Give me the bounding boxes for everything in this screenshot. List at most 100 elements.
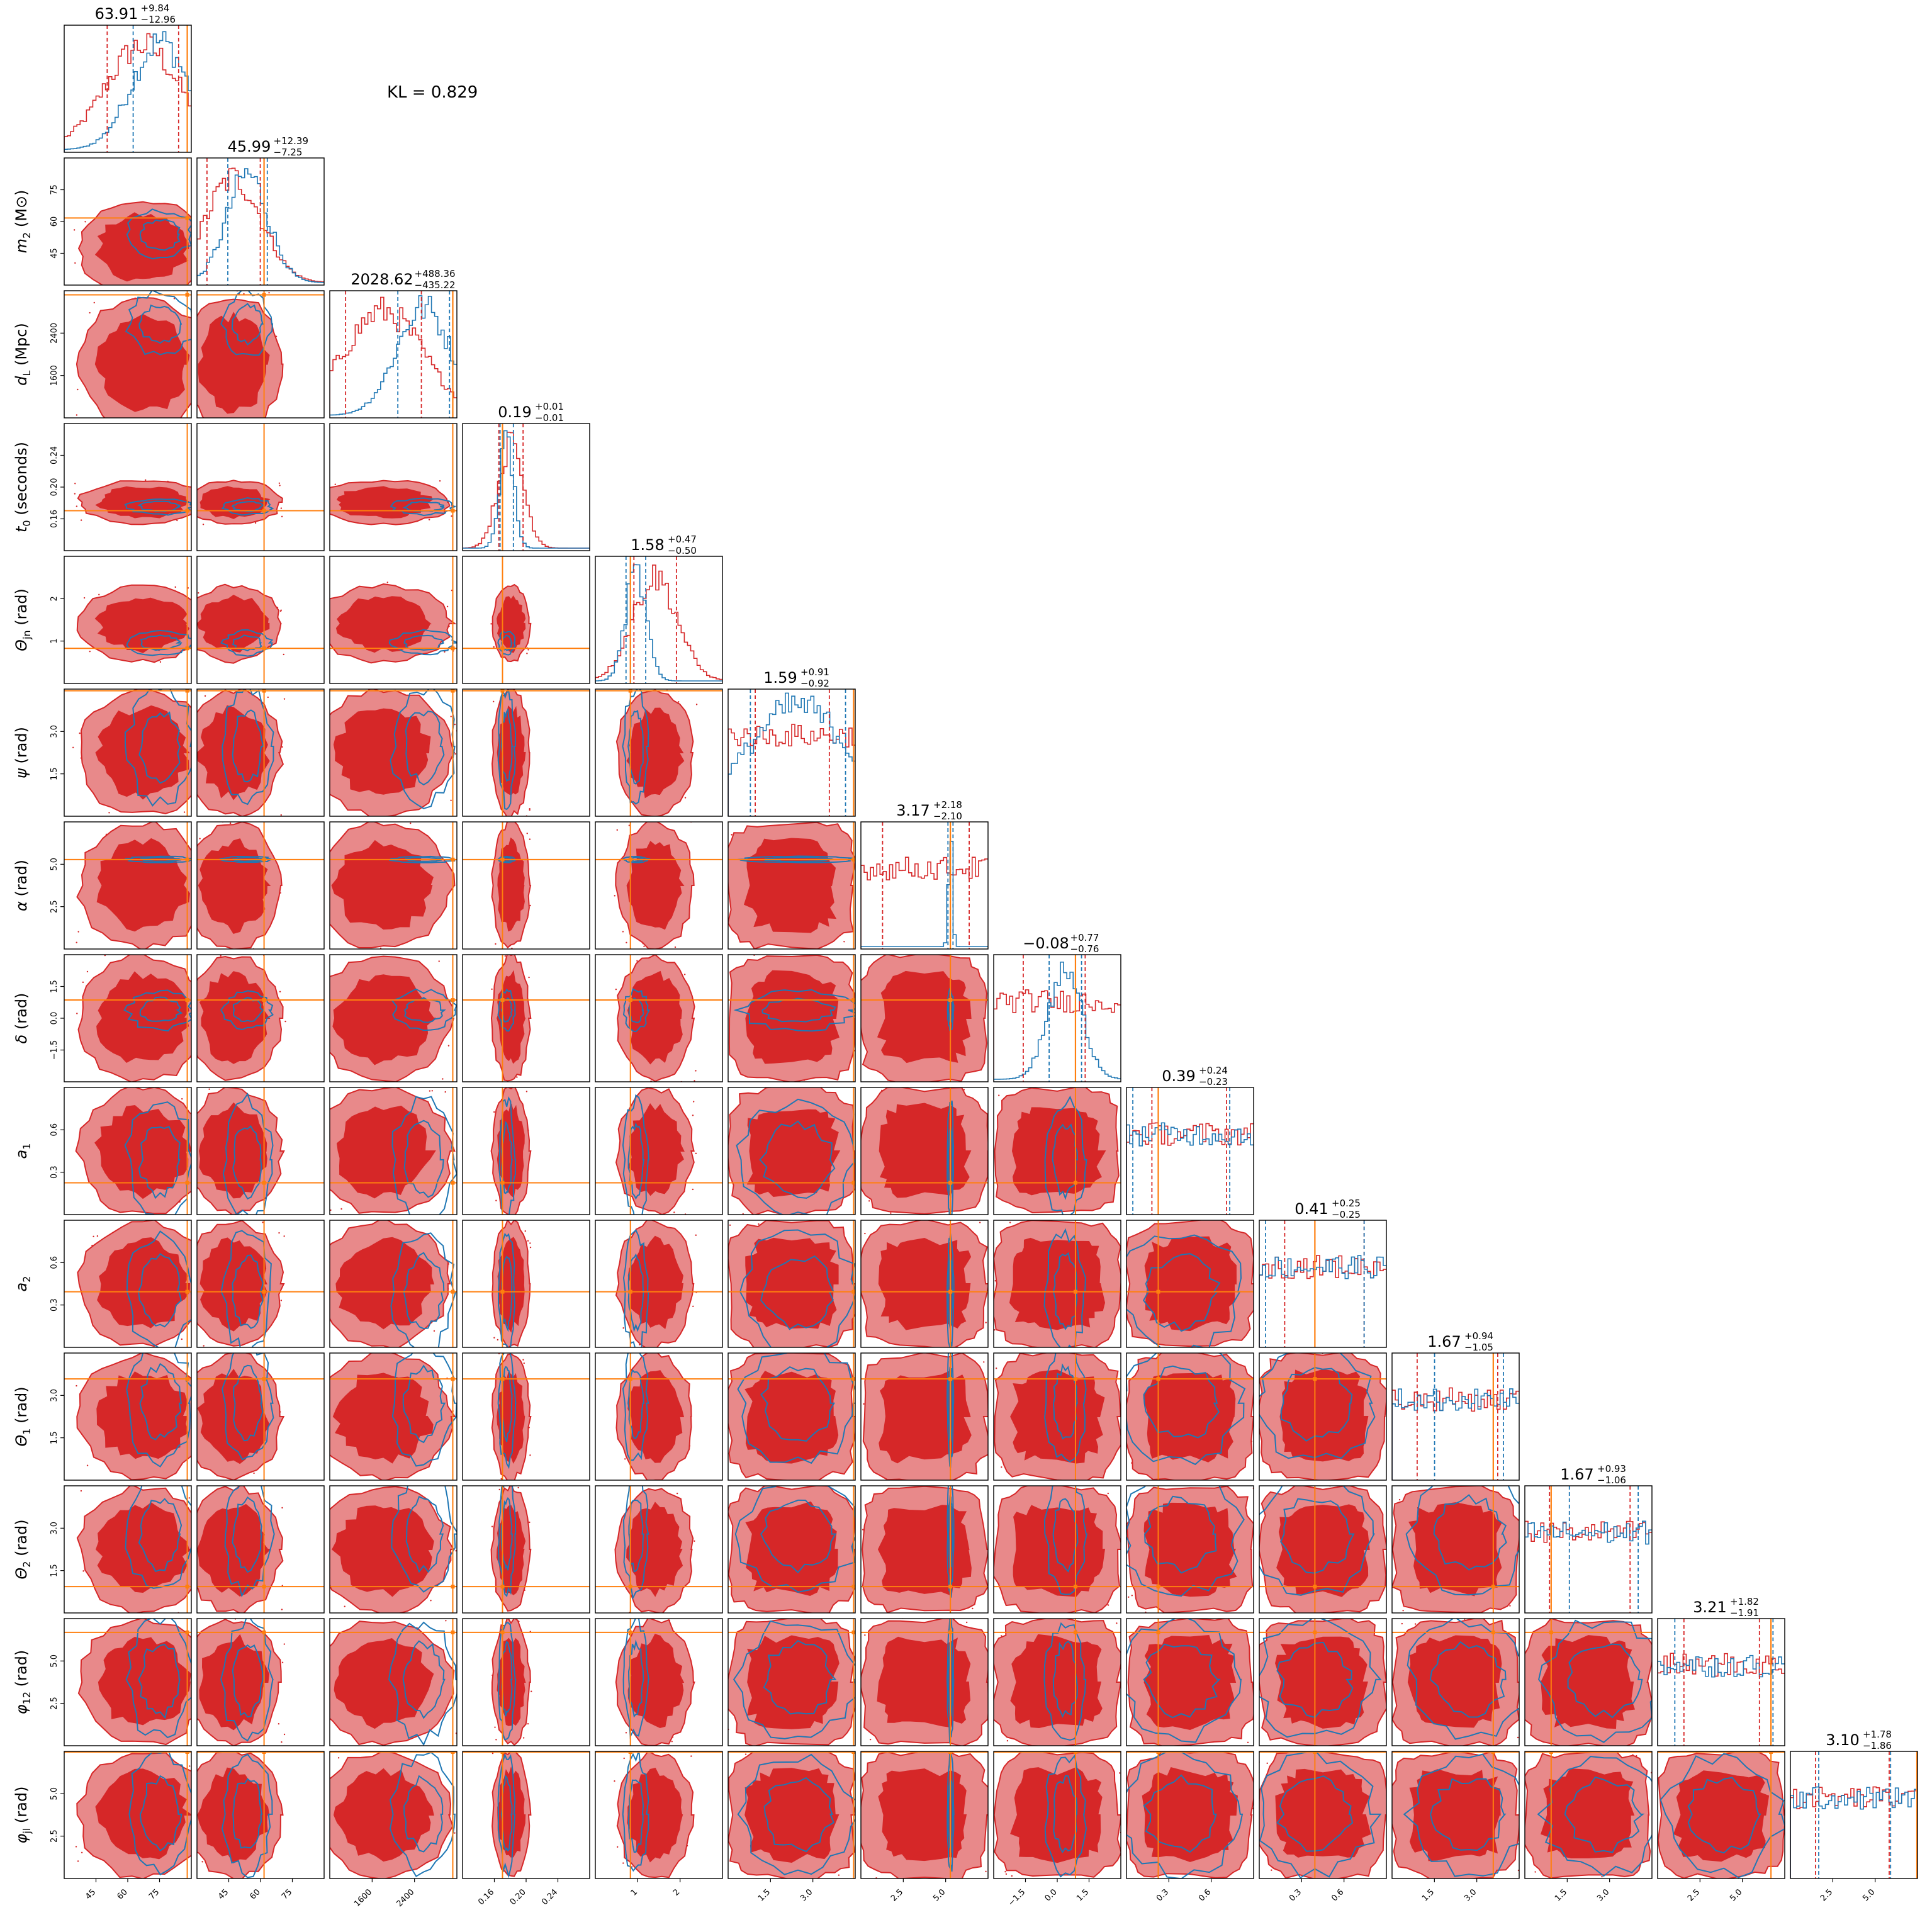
ytick-label: 2.5 (50, 900, 59, 913)
truth-marker (500, 1585, 505, 1589)
contour-blue-0 (221, 497, 274, 516)
panel-frame (1524, 1751, 1653, 1879)
contour-red-inner (332, 1505, 434, 1597)
contour-blue-1 (948, 1495, 953, 1571)
sample-point (526, 833, 528, 834)
sample-point (93, 1235, 94, 1238)
contour-red-inner (197, 1503, 271, 1597)
truth-marker (451, 646, 455, 651)
ylabel-4: Θjn (rad) (13, 588, 33, 651)
panel-frame (860, 1618, 989, 1746)
sample-point (181, 1098, 183, 1100)
panel-frame (727, 1485, 856, 1614)
contour-blue-0 (946, 1619, 955, 1744)
sample-point (83, 597, 86, 599)
hist-blue (994, 962, 1121, 1082)
panel-frame (993, 1352, 1121, 1481)
contour-blue-0 (622, 1751, 649, 1872)
panel-title-minus-9: −0.25 (1332, 1209, 1361, 1220)
contour-blue-1 (948, 1126, 953, 1198)
contour-red-inner (1142, 1767, 1238, 1862)
panel-frame (196, 1485, 325, 1614)
contour-blue-0 (389, 1751, 456, 1877)
ytick-label: 0.0 (50, 1012, 59, 1025)
panel-12-1 (196, 1618, 325, 1746)
contour-blue-1 (232, 634, 262, 651)
contour-red-inner (94, 1105, 191, 1199)
truth-marker (185, 1630, 189, 1634)
truth-marker (1156, 1751, 1160, 1754)
panel-frame (329, 821, 458, 950)
truth-marker (628, 1585, 632, 1589)
sample-point (678, 701, 680, 703)
panel-9-1 (196, 1220, 325, 1348)
panel-8-6 (860, 1087, 989, 1215)
truth-marker (851, 1585, 855, 1589)
sample-point (173, 298, 176, 300)
contour-blue-0 (739, 1229, 855, 1347)
sample-point (330, 1209, 332, 1211)
sample-point (522, 1737, 525, 1739)
hist-blue (1392, 1388, 1519, 1480)
panel-frame (860, 1352, 989, 1481)
truth-marker (262, 1585, 266, 1589)
panel-2-0: 1600 2400 dL (Mpc) (13, 290, 192, 418)
sample-point (979, 1222, 981, 1223)
contour-blue-0 (1259, 1619, 1382, 1738)
panel-title-0: 63.91 (95, 5, 138, 23)
truth-marker (500, 689, 505, 693)
contour-red-inner (94, 313, 190, 412)
panel-frame (462, 1352, 590, 1481)
panel-title-7: −0.08 (1023, 935, 1069, 952)
ytick-label: 1.5 (50, 767, 59, 780)
contour-blue-0 (737, 1353, 855, 1464)
sample-point (838, 1874, 840, 1876)
panel-8-0: 0.3 0.6 a1 (13, 1087, 192, 1215)
contour-blue-1 (628, 997, 644, 1023)
panel-frame (595, 821, 723, 950)
contour-blue-0 (390, 1232, 457, 1347)
truth-marker (185, 646, 189, 651)
contour-red-inner (199, 1237, 267, 1332)
panel-title-minus-7: −0.76 (1070, 943, 1099, 955)
panel-4-4: 1.58 +0.47−0.50 (595, 534, 723, 684)
sample-point (692, 1101, 695, 1103)
panel-13-10: 1.53.0Θ1 (rad) (1391, 1751, 1520, 1903)
panel-frame (329, 1751, 458, 1879)
sample-point (96, 1235, 99, 1237)
sample-point (283, 698, 286, 700)
contour-blue-0 (1259, 1751, 1382, 1879)
truth-marker (451, 1181, 455, 1185)
panel-frame (196, 954, 325, 1082)
contour-blue-0 (1126, 1353, 1246, 1466)
panel-5-2 (329, 688, 458, 817)
sample-point (340, 1208, 342, 1210)
panel-5-3 (462, 688, 590, 817)
sample-point (1398, 1498, 1401, 1501)
sample-point (490, 623, 492, 625)
sample-point (965, 1621, 968, 1624)
contour-blue-1 (761, 997, 837, 1023)
contour-blue-0 (622, 1094, 649, 1215)
sample-point (843, 941, 845, 943)
panel-frame (64, 290, 192, 418)
contour-blue-1 (627, 1639, 644, 1718)
sample-point (93, 301, 95, 304)
panel-frame (727, 688, 856, 817)
truth-marker (948, 1377, 953, 1381)
panel-6-1 (196, 821, 325, 950)
ytick-label: 1 (50, 639, 59, 644)
truth-marker (851, 857, 855, 862)
sample-point (202, 524, 205, 525)
panel-title-12: 3.21 (1693, 1598, 1726, 1616)
contour-red-inner (743, 838, 837, 933)
contour-blue-0 (222, 1092, 274, 1215)
sample-point (89, 312, 91, 314)
sample-point (527, 1240, 529, 1242)
panel-8-2 (329, 1087, 458, 1215)
panel-10-6 (860, 1352, 989, 1481)
sample-point (1004, 1871, 1006, 1873)
panel-6-0: 2.5 5.0 α (rad) (13, 821, 192, 950)
sample-point (203, 1345, 205, 1347)
